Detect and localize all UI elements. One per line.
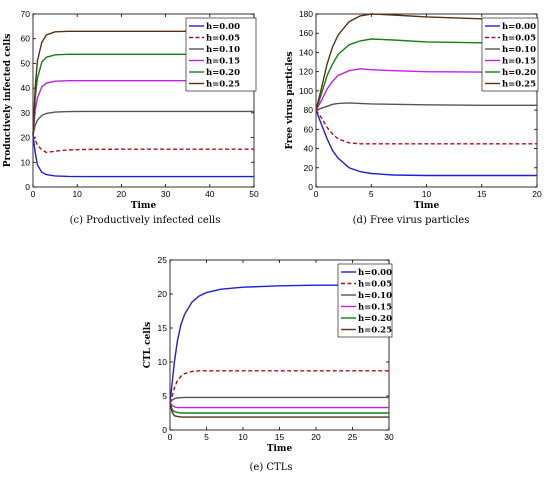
y-tick-label: 60 [304,124,314,134]
series-line-h=0.10 [32,110,254,136]
x-tick-label: 10 [238,432,248,442]
series-line-h=0.25 [32,30,254,136]
y-tick-label: 0 [162,425,167,435]
legend-label: h=0.25 [358,326,392,336]
legend-label: h=0.10 [358,291,392,301]
y-tick-label: 120 [299,67,313,77]
legend-label: h=0.20 [206,68,240,78]
legend-label: h=0.15 [358,303,392,313]
x-tick-label: 40 [205,189,215,199]
series-line-h=0.25 [169,402,389,418]
legend-box [337,263,393,338]
x-tick-label: 25 [348,432,358,442]
legend-box [185,17,257,92]
x-axis-title: Time [414,201,440,211]
y-tick-label: 140 [299,47,313,57]
x-tick-label: 5 [369,189,374,199]
figure-caption: (e) CTLs [250,462,293,473]
y-tick-label: 0 [25,182,30,192]
y-axis-title: CTL cells [143,322,153,368]
y-tick-label: 25 [158,255,168,265]
chart-panel-2: 0 5 10 15 20 25 30 0 5 10 15 20 25 Time CTL cells h=0.0… [143,255,394,473]
legend-label: h=0.10 [206,45,240,55]
series-line-h=0.15 [32,80,254,136]
legend: h=0.00 h=0.05h=0.10 h=0.15h=0.20 h=0.25 [185,17,257,92]
series-line-h=0.00 [32,135,254,178]
x-tick-label: 5 [204,432,209,442]
series-line-h=0.20 [32,53,254,136]
x-tick-label: 10 [72,189,82,199]
series-line-h=0.05 [169,370,389,404]
series-line-h=0.20 [315,38,537,111]
legend-label: h=0.25 [206,80,240,90]
y-tick-label: 5 [162,391,167,401]
y-tick-label: 40 [304,144,314,154]
legend-label: h=0.00 [358,268,392,278]
series-line-h=0.00 [169,284,389,403]
x-tick-label: 30 [384,432,394,442]
legend-label: h=0.20 [358,314,392,324]
series-line-h=0.10 [315,102,537,111]
x-tick-label: 0 [168,432,173,442]
figure-caption: (c) Productively infected cells [70,215,221,226]
chart-panel-0: 0 10 20 30 40 50 0 10 20 30 40 50 60 70 Time Productive… [3,9,259,226]
y-tick-label: 60 [21,34,31,44]
y-tick-label: 20 [304,163,314,173]
x-axis-title: Time [267,444,293,454]
x-tick-label: 0 [31,189,36,199]
x-tick-label: 50 [249,189,259,199]
y-tick-label: 180 [299,9,313,19]
x-tick-label: 20 [117,189,127,199]
y-tick-label: 160 [299,28,313,38]
series-line-h=0.05 [32,134,254,154]
legend-label: h=0.05 [358,280,392,290]
y-tick-label: 10 [158,357,168,367]
legend: h=0.00 h=0.05h=0.10 h=0.15h=0.20 h=0.25 [481,17,539,92]
series-line-h=0.10 [169,396,389,404]
series-line-h=0.00 [315,109,537,177]
y-axis-title: Productively infected cells [3,34,13,168]
y-tick-label: 20 [21,133,31,143]
x-tick-label: 30 [161,189,171,199]
plot-frame [32,13,255,188]
y-tick-label: 30 [21,108,31,118]
x-tick-label: 20 [311,432,321,442]
x-axis-title: Time [131,201,157,211]
legend-label: h=0.15 [206,57,240,67]
series-line-h=0.15 [315,68,538,111]
series-line-h=0.25 [315,13,538,111]
x-tick-label: 0 [314,189,319,199]
x-tick-label: 10 [422,189,432,199]
chart-panel-1: 0 5 10 15 20 0 20 40 60 80 100 120 140 160 180 Time Free… [285,9,542,226]
legend-label: h=0.25 [502,80,536,90]
legend-label: h=0.05 [206,34,240,44]
y-tick-label: 0 [308,182,313,192]
series-line-h=0.15 [169,402,389,409]
y-tick-label: 20 [158,289,168,299]
legend-box [481,17,539,92]
legend-label: h=0.10 [502,45,536,55]
series-line-h=0.05 [315,109,537,145]
x-tick-label: 15 [477,189,487,199]
legend-label: h=0.00 [502,22,536,32]
y-tick-label: 80 [304,105,314,115]
legend-label: h=0.15 [502,57,536,67]
y-tick-label: 15 [158,323,168,333]
legend: h=0.00 h=0.05h=0.10 h=0.15h=0.20 h=0.25 [337,263,393,338]
legend-label: h=0.20 [502,68,536,78]
x-tick-label: 20 [532,189,542,199]
legend-label: h=0.05 [502,34,536,44]
figure-caption: (d) Free virus particles [353,215,470,226]
x-tick-label: 15 [275,432,285,442]
y-tick-label: 70 [21,9,31,19]
y-axis-title: Free virus particles [285,52,295,150]
y-tick-label: 50 [21,58,31,68]
series-line-h=0.20 [169,402,389,414]
legend-label: h=0.00 [206,22,240,32]
y-tick-label: 10 [21,157,31,167]
y-tick-label: 40 [21,83,31,93]
y-tick-label: 100 [299,86,313,96]
